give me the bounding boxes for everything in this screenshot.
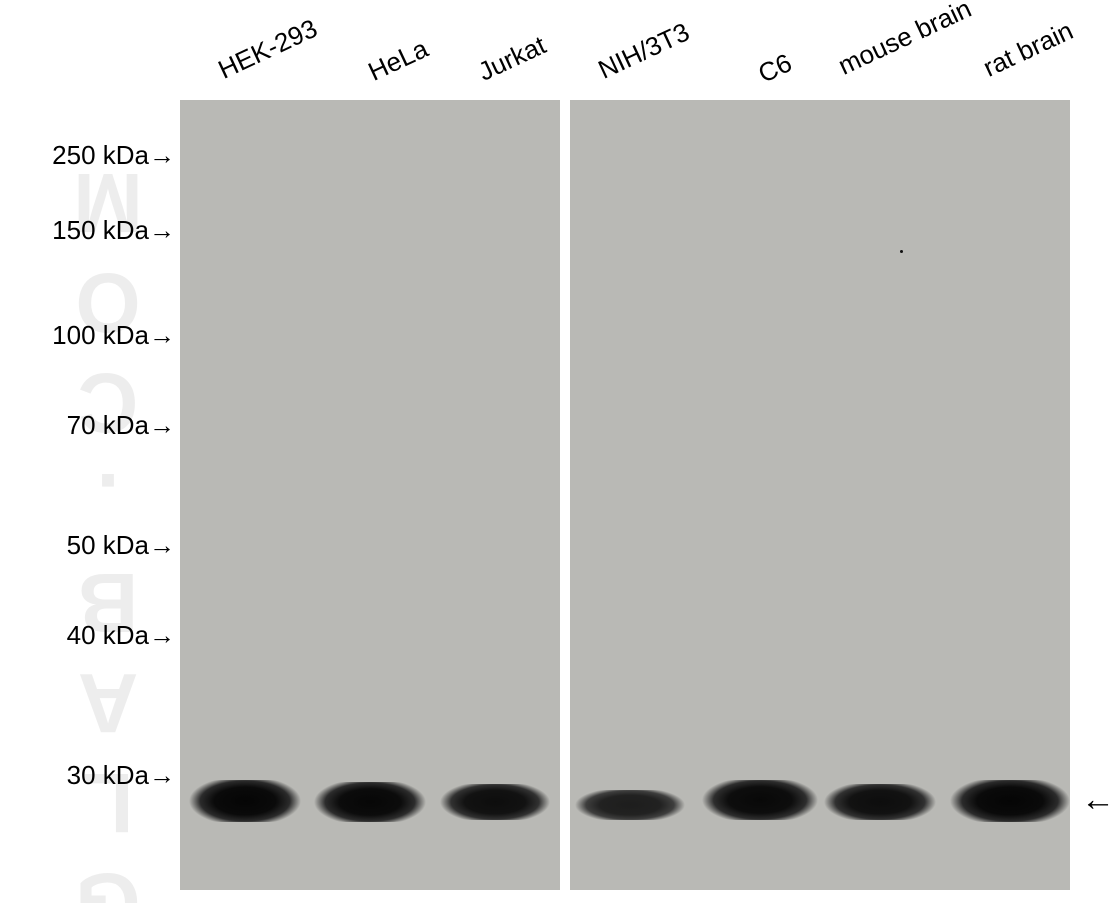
lane-label: NIH/3T3 [593, 17, 694, 86]
lane-label: HEK-293 [213, 13, 322, 86]
lane-label: rat brain [978, 15, 1078, 83]
band [950, 780, 1070, 822]
mw-marker-label: 100 kDa→ [52, 320, 175, 351]
membrane [180, 100, 560, 890]
mw-marker-label: 70 kDa→ [67, 410, 175, 441]
film-speck [900, 250, 903, 253]
blot-area [180, 100, 1070, 890]
mw-marker-label: 150 kDa→ [52, 215, 175, 246]
band [440, 784, 550, 820]
lane-label: HeLa [363, 33, 432, 87]
mw-marker-label: 250 kDa→ [52, 140, 175, 171]
lane-label: mouse brain [833, 0, 976, 82]
band-arrow-indicator: ← [1081, 781, 1115, 820]
band [702, 780, 818, 820]
band [575, 790, 685, 820]
band [314, 782, 426, 822]
mw-marker-label: 40 kDa→ [67, 620, 175, 651]
mw-marker-label: 30 kDa→ [67, 760, 175, 791]
band [189, 780, 301, 822]
lane-label: Jurkat [473, 30, 550, 88]
lane-label: C6 [753, 47, 796, 89]
mw-marker-label: 50 kDa→ [67, 530, 175, 561]
marker-column: 250 kDa→ 150 kDa→ 100 kDa→ 70 kDa→ 50 kDa→ 40… [0, 0, 175, 903]
figure-stage: WWW.PTGLAB.COM HEK-293HeLaJurkatNIH/3T3C… [0, 0, 1120, 903]
membrane [570, 100, 1070, 890]
band [824, 784, 936, 820]
